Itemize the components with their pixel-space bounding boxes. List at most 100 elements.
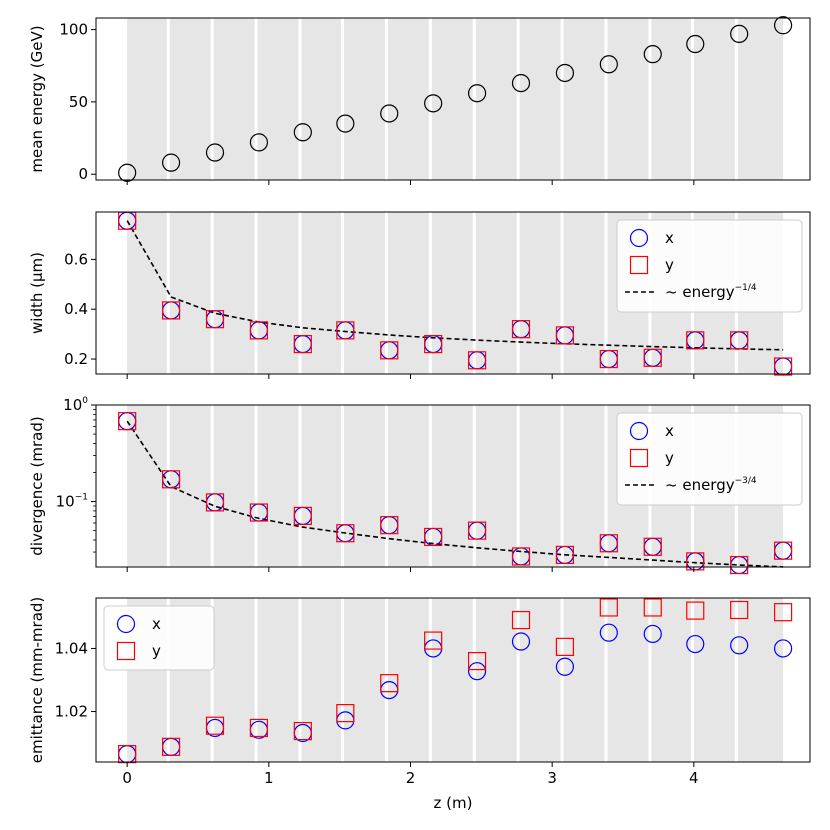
shaded-region [127,18,784,180]
data-point-y [555,637,575,656]
data-point-y [161,737,181,756]
fit-curve [126,220,784,351]
data-point-x [555,657,575,676]
y-tick-label: 100 [63,396,88,414]
data-point-x [643,624,662,644]
legend: xy ~ energy−3/4 [616,412,803,506]
legend: xy ~ energy−1/4 [616,219,803,313]
y-axis-label: mean energy (GeV) [28,25,46,172]
data-point-y [643,598,662,617]
x-tick-label: 2 [406,769,416,787]
data-point-energy [643,45,662,64]
data-point-y [467,521,487,540]
legend-label-x: x [665,422,674,440]
data-point-x [730,636,749,655]
legend-marker-x [629,228,649,248]
data-point-x [467,662,487,681]
x-tick-label: 0 [122,769,132,787]
data-point-y [293,506,312,526]
data-point-y [205,310,225,329]
data-point-energy [336,114,355,133]
legend-marker-x [629,421,649,441]
data-point-y [249,718,269,738]
panel-width: 0.2 0.4 0.6 width (μm) xy ~ energy−1/4 [28,211,811,379]
data-point-y [249,321,269,340]
data-point-y [599,534,618,553]
data-point-x [511,632,531,651]
data-point-energy [380,104,399,123]
axes-frame [95,597,811,763]
panel-energy: 0 50 100 mean energy (GeV) [28,16,811,185]
data-point-y [336,704,355,723]
legend-box [616,219,803,313]
data-point-x [686,634,705,654]
panel-divergence: 10−1 100 divergence (mrad) xy ~ energy−3/4 [28,396,811,575]
x-tick-label: 4 [689,769,699,787]
data-point-energy [205,143,225,162]
legend-label-y: y [665,256,674,274]
legend-box [103,605,215,671]
y-axis-label: divergence (mrad) [28,416,46,555]
legend-label-fit: ~ energy−1/4 [665,283,757,301]
x-axis-label: z (m) [434,794,473,812]
data-point-y [467,651,487,671]
data-point-energy [161,153,181,172]
axes-frame [95,17,811,181]
plot-layer: 0 50 100 mean energy (GeV) 0.2 0.4 0.6 width (μ… [28,16,811,787]
data-point-energy [249,133,269,152]
data-point-y [380,674,399,693]
y-axis-label: emittance (mm-mrad) [28,597,46,764]
data-point-y [336,321,355,340]
legend-label-x: x [665,229,674,247]
data-point-energy [555,63,575,83]
data-point-y [773,541,793,560]
data-point-y [555,326,575,345]
fit-curve [126,420,784,568]
y-tick-label: 1.04 [55,639,88,657]
data-point-y [511,610,531,630]
data-point-y [205,493,225,512]
legend-marker-y [629,448,649,468]
y-tick-label: 0.4 [64,300,88,318]
data-point-y [249,503,269,522]
data-point-y [599,598,618,617]
y-tick-label: 0 [78,165,88,183]
data-point-y [773,357,793,376]
y-tick-label: 1.02 [55,703,88,721]
y-tick-label: 0.2 [64,350,88,368]
data-point-y [643,537,662,556]
data-point-y [686,331,705,350]
data-point-y [599,349,618,369]
data-point-x [773,639,793,658]
data-point-y [424,527,443,547]
data-point-energy [424,94,443,113]
legend-label-x: x [152,615,161,633]
data-point-y [467,351,487,370]
data-point-y [686,601,705,620]
data-point-energy [773,16,793,35]
data-point-y [205,716,225,735]
legend-label-y: y [665,449,674,467]
data-point-energy [511,73,531,93]
axes-frame [95,211,811,375]
shaded-region [127,598,784,762]
data-point-y [424,334,443,354]
data-point-y [511,320,531,339]
panel-emittance: 1.02 1.04 0 1 2 3 4 emittance (mm-mrad) xy [28,597,811,787]
legend-marker-y [629,255,649,275]
data-point-y [380,516,399,535]
y-tick-label: 100 [59,21,88,39]
data-point-energy [686,34,705,54]
data-point-y [730,331,749,350]
x-tick-label: 3 [547,769,557,787]
data-point-energy [599,55,618,74]
data-point-y [773,603,793,622]
data-point-y [336,524,355,543]
data-point-y [293,721,312,741]
y-tick-label: 50 [69,93,88,111]
legend-label-y: y [152,642,161,660]
legend-marker-x [116,614,136,634]
y-tick-label: 10−1 [56,493,88,511]
data-point-y [511,547,531,566]
